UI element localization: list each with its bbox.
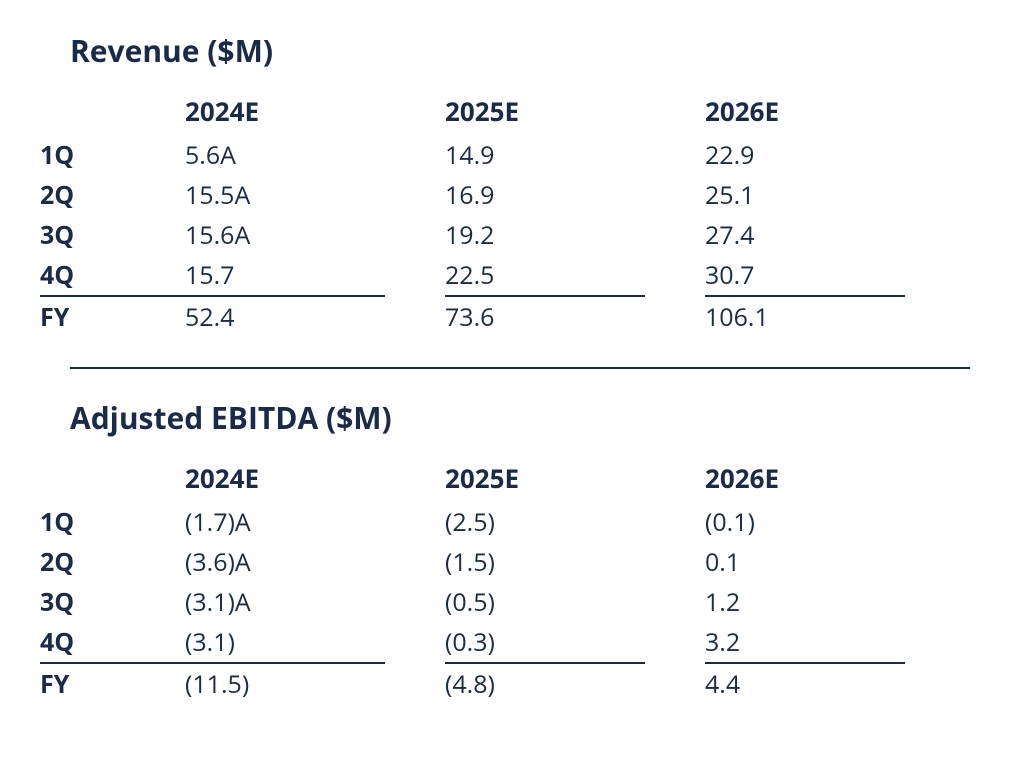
ebitda-total-1: (4.8): [445, 662, 645, 704]
revenue-cell-1-1: 16.9: [445, 175, 645, 215]
ebitda-total-2: 4.4: [705, 662, 905, 704]
ebitda-table: 2024E 2025E 2026E 1Q (1.7)A (2.5) (0.1) …: [40, 456, 970, 704]
revenue-row-label-0: 1Q: [40, 135, 185, 175]
ebitda-cell-3-1: (0.3): [445, 622, 645, 662]
revenue-cell-0-1: 14.9: [445, 135, 645, 175]
revenue-cell-1-2: 25.1: [705, 175, 905, 215]
ebitda-row-label-2: 3Q: [40, 582, 185, 622]
ebitda-cell-0-2: (0.1): [705, 502, 905, 542]
ebitda-header-col-1: 2025E: [445, 456, 705, 502]
section-separator: [70, 367, 970, 369]
ebitda-cell-0-0: (1.7)A: [185, 502, 385, 542]
ebitda-cell-2-0: (3.1)A: [185, 582, 385, 622]
revenue-cell-0-2: 22.9: [705, 135, 905, 175]
revenue-cell-3-1: 22.5: [445, 255, 645, 295]
ebitda-row-label-0: 1Q: [40, 502, 185, 542]
ebitda-cell-2-1: (0.5): [445, 582, 645, 622]
ebitda-row-label-3: 4Q: [40, 622, 185, 662]
revenue-total-0: 52.4: [185, 295, 385, 337]
ebitda-row-label-1: 2Q: [40, 542, 185, 582]
revenue-section: Revenue ($M) 2024E 2025E 2026E 1Q 5.6A 1…: [40, 30, 970, 337]
revenue-header-blank: [40, 89, 185, 135]
ebitda-cell-2-2: 1.2: [705, 582, 905, 622]
revenue-header-col-2: 2026E: [705, 89, 965, 135]
revenue-cell-0-0: 5.6A: [185, 135, 385, 175]
ebitda-header-col-0: 2024E: [185, 456, 445, 502]
revenue-cell-1-0: 15.5A: [185, 175, 385, 215]
ebitda-section: Adjusted EBITDA ($M) 2024E 2025E 2026E 1…: [40, 397, 970, 704]
ebitda-header-blank: [40, 456, 185, 502]
revenue-cell-2-1: 19.2: [445, 215, 645, 255]
revenue-row-label-3: 4Q: [40, 255, 185, 295]
revenue-cell-2-0: 15.6A: [185, 215, 385, 255]
ebitda-cell-1-1: (1.5): [445, 542, 645, 582]
ebitda-cell-1-0: (3.6)A: [185, 542, 385, 582]
revenue-header-col-0: 2024E: [185, 89, 445, 135]
revenue-total-1: 73.6: [445, 295, 645, 337]
revenue-header-col-1: 2025E: [445, 89, 705, 135]
revenue-table: 2024E 2025E 2026E 1Q 5.6A 14.9 22.9 2Q 1…: [40, 89, 970, 337]
revenue-row-label-1: 2Q: [40, 175, 185, 215]
ebitda-title: Adjusted EBITDA ($M): [70, 397, 970, 438]
revenue-total-2: 106.1: [705, 295, 905, 337]
revenue-title: Revenue ($M): [70, 30, 970, 71]
ebitda-total-label: FY: [40, 662, 185, 704]
ebitda-cell-3-0: (3.1): [185, 622, 385, 662]
revenue-cell-3-2: 30.7: [705, 255, 905, 295]
revenue-row-label-2: 3Q: [40, 215, 185, 255]
revenue-cell-3-0: 15.7: [185, 255, 385, 295]
ebitda-total-0: (11.5): [185, 662, 385, 704]
revenue-cell-2-2: 27.4: [705, 215, 905, 255]
section-separator-wrapper: [40, 337, 970, 397]
ebitda-cell-1-2: 0.1: [705, 542, 905, 582]
ebitda-cell-3-2: 3.2: [705, 622, 905, 662]
ebitda-header-col-2: 2026E: [705, 456, 965, 502]
ebitda-cell-0-1: (2.5): [445, 502, 645, 542]
revenue-total-label: FY: [40, 295, 185, 337]
